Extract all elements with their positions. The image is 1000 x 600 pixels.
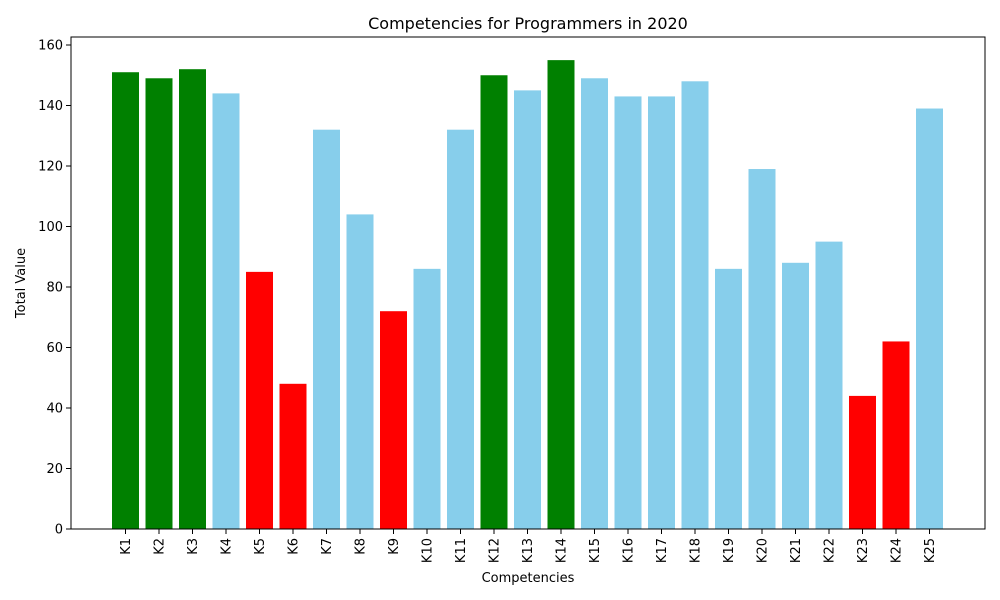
x-tick-label: K1 <box>119 538 134 555</box>
bar-k6 <box>279 383 307 529</box>
x-tick-label: K14 <box>555 538 570 563</box>
x-tick-label: K15 <box>588 538 603 563</box>
y-tick-label: 160 <box>38 39 63 54</box>
x-tick-label: K3 <box>186 538 201 555</box>
x-tick-label: K9 <box>387 538 402 555</box>
x-tick-label: K18 <box>689 538 704 563</box>
chart-title: Competencies for Programmers in 2020 <box>368 14 688 33</box>
y-tick-label: 140 <box>38 99 63 114</box>
x-tick-label: K2 <box>153 538 168 555</box>
y-tick-label: 20 <box>46 462 63 477</box>
bar-k13 <box>514 90 541 529</box>
bar-k1 <box>112 72 139 529</box>
bar-k23 <box>849 395 876 529</box>
bar-k22 <box>815 241 843 529</box>
x-tick-label: K7 <box>320 538 335 555</box>
x-tick-label: K19 <box>722 538 737 563</box>
bar-k3 <box>179 69 206 529</box>
bar-k9 <box>380 311 407 529</box>
x-axis-label: Competencies <box>482 571 575 586</box>
bar-k15 <box>581 78 608 530</box>
bar-k11 <box>447 129 474 529</box>
bars-group <box>112 60 943 530</box>
x-tick-label: K10 <box>421 538 436 563</box>
x-axis: K1 K2 K3 K4 K5 K6 K7 K8 K9 K10 K11 K12 K13 K14 K15 K16 K… <box>119 529 938 563</box>
bar-k19 <box>715 268 742 529</box>
x-tick-label: K5 <box>253 538 268 555</box>
y-axis-label: Total Value <box>14 248 29 319</box>
y-tick-label: 100 <box>38 220 63 235</box>
bar-k14 <box>547 60 575 529</box>
x-tick-label: K4 <box>220 538 235 555</box>
bar-k12 <box>480 75 508 529</box>
bar-k20 <box>748 169 776 529</box>
x-tick-label: K23 <box>856 538 871 563</box>
bar-k18 <box>681 81 709 530</box>
x-tick-label: K12 <box>488 538 503 563</box>
bar-k4 <box>212 93 240 530</box>
plot-frame <box>70 36 986 530</box>
x-tick-label: K13 <box>521 538 536 563</box>
x-tick-label: K22 <box>823 538 838 563</box>
x-tick-label: K25 <box>923 538 938 563</box>
bar-k16 <box>614 96 642 530</box>
bar-k17 <box>648 96 675 530</box>
bar-k2 <box>145 78 173 530</box>
x-tick-label: K11 <box>454 538 469 563</box>
x-tick-label: K21 <box>789 538 804 563</box>
y-tick-label: 0 <box>55 523 63 538</box>
bar-k25 <box>916 108 943 530</box>
x-tick-label: K17 <box>655 538 670 563</box>
y-tick-label: 120 <box>38 160 63 175</box>
x-tick-label: K8 <box>354 538 369 555</box>
bar-k5 <box>246 271 273 529</box>
x-tick-label: K20 <box>756 538 771 563</box>
bar-k21 <box>782 262 809 529</box>
y-axis: 0 20 40 60 80 100 120 140 160 <box>38 39 71 538</box>
x-tick-label: K24 <box>890 538 905 563</box>
bar-k24 <box>882 341 910 529</box>
bar-k10 <box>413 268 441 529</box>
y-tick-label: 40 <box>46 402 63 417</box>
y-tick-label: 80 <box>46 281 63 296</box>
y-tick-label: 60 <box>46 341 63 356</box>
bar-k8 <box>346 214 374 529</box>
bar-k7 <box>313 129 340 529</box>
x-tick-label: K6 <box>287 538 302 555</box>
x-tick-label: K16 <box>622 538 637 563</box>
